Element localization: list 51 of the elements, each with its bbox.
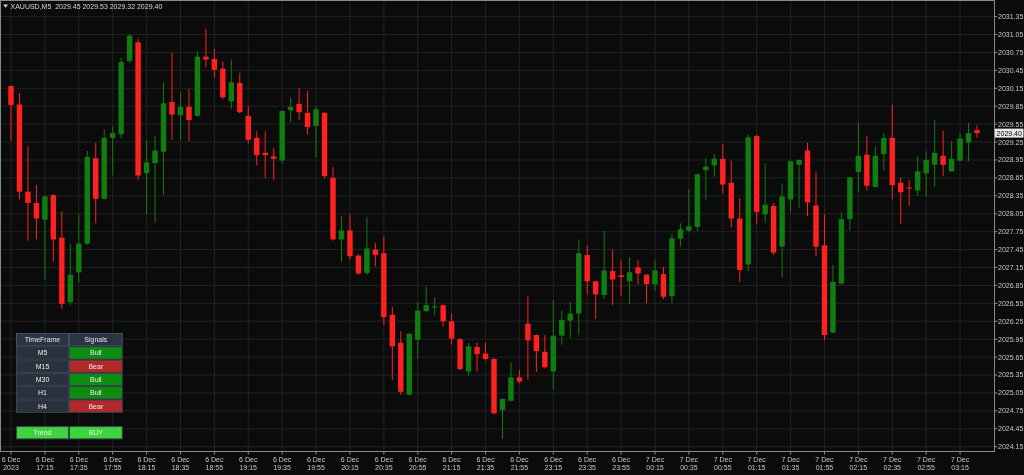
candlestick (660, 266, 667, 300)
candlestick (931, 119, 938, 188)
candlestick (228, 59, 235, 110)
candlestick (296, 87, 302, 121)
candlestick (957, 132, 963, 162)
candlestick (542, 334, 548, 369)
candlestick (245, 105, 251, 144)
candlestick (25, 145, 31, 242)
candlestick (152, 135, 158, 224)
candlestick (203, 28, 209, 68)
candlestick (423, 286, 429, 313)
candlestick (474, 342, 480, 372)
candlestick (796, 158, 802, 209)
candlestick (109, 126, 116, 177)
candlestick (304, 90, 311, 135)
candlestick (338, 215, 345, 263)
candlestick (313, 106, 319, 159)
candlestick (8, 84, 14, 142)
candlestick (652, 259, 658, 292)
candlestick (703, 157, 709, 200)
candlestick (33, 184, 40, 240)
candlestick (186, 88, 192, 142)
candlestick (965, 122, 972, 162)
candlestick (677, 222, 684, 248)
candlestick (508, 361, 514, 402)
candlestick (262, 130, 268, 180)
candlestick (881, 132, 887, 171)
candlestick (448, 313, 455, 346)
candlestick (525, 295, 531, 381)
candlestick (143, 139, 150, 215)
candlestick (592, 280, 599, 320)
candlestick (169, 52, 175, 141)
candlestick (635, 259, 641, 285)
candlestick (431, 296, 438, 316)
candlestick (626, 256, 633, 305)
candlestick (686, 188, 692, 233)
candlestick (855, 121, 862, 193)
candlestick (270, 146, 277, 181)
candlestick (914, 155, 921, 197)
candlestick (618, 259, 624, 297)
candlestick (923, 150, 929, 197)
candlestick (42, 194, 48, 280)
candlestick (906, 179, 912, 207)
candlestick (567, 301, 573, 339)
candlestick (940, 130, 946, 177)
candlestick (974, 124, 980, 139)
candlestick (762, 163, 768, 224)
candlestick (559, 310, 565, 346)
candlestick (254, 130, 260, 166)
candlestick (533, 333, 540, 373)
candlestick (211, 48, 218, 79)
